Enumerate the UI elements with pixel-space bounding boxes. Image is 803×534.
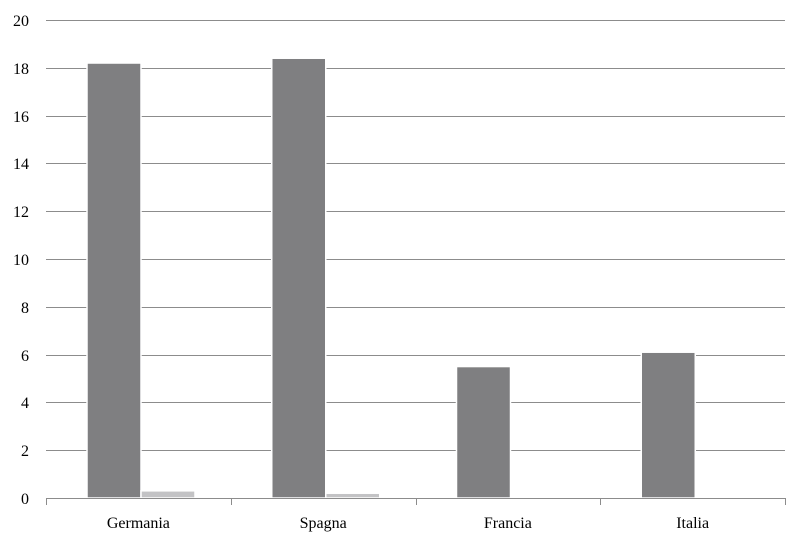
y-tick-label: 18	[13, 61, 29, 78]
gridlines	[46, 20, 785, 451]
x-axis	[46, 498, 786, 505]
bars	[86, 57, 696, 499]
bar-rect	[640, 351, 696, 499]
y-tick-label: 2	[21, 443, 29, 460]
y-tick-label: 16	[13, 109, 29, 126]
y-tick-label: 6	[21, 348, 29, 365]
y-tick-label: 20	[13, 13, 29, 30]
bar-rect	[271, 57, 327, 499]
y-tick-label: 0	[21, 491, 29, 508]
bar	[271, 57, 327, 499]
x-tick-label: Germania	[107, 515, 170, 532]
bar	[86, 62, 142, 499]
bar-rect	[455, 365, 512, 499]
y-tick-label: 10	[13, 252, 29, 269]
bar-rect	[86, 62, 142, 499]
bar	[640, 351, 696, 499]
bar-rect	[140, 490, 196, 499]
bar	[325, 492, 381, 499]
y-tick-label: 12	[13, 204, 29, 221]
x-tick-label: Spagna	[300, 515, 347, 532]
x-tick-label: Francia	[484, 515, 532, 532]
y-axis-ticks: 0 2 4 6 8 10 12 14 16 18 20	[13, 13, 29, 508]
x-tick-label: Italia	[676, 515, 709, 532]
y-tick-label: 14	[13, 156, 29, 173]
y-tick-label: 8	[21, 300, 29, 317]
bar	[140, 490, 196, 499]
y-tick-label: 4	[21, 395, 29, 412]
bar-rect	[325, 492, 381, 499]
x-axis-labels: Germania Spagna Francia Italia	[107, 515, 709, 532]
bar	[455, 365, 512, 499]
